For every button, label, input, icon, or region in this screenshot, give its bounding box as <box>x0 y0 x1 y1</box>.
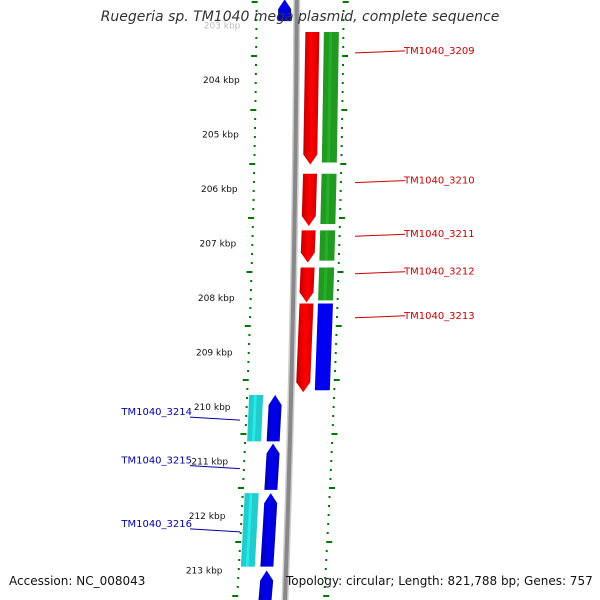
forward-gene-arrow <box>296 303 314 393</box>
gene-label[interactable]: TM1040_3216 <box>120 519 192 530</box>
gene-label[interactable]: TM1040_3212 <box>403 267 475 278</box>
accession-text: Accession: NC_008043 <box>9 574 146 588</box>
gene-features <box>240 0 339 600</box>
label-leader-line <box>189 465 241 470</box>
gene-label[interactable]: TM1040_3215 <box>120 456 192 467</box>
reverse-gene-arrow <box>258 570 274 600</box>
kbp-scale-label: 204 kbp <box>203 76 240 86</box>
forward-gene-arrow <box>299 267 315 303</box>
reverse-gene-arrow <box>260 493 278 567</box>
kbp-scale-label: 203 kbp <box>204 22 241 32</box>
forward-cds-bar <box>319 230 336 261</box>
forward-cds-bar <box>321 32 339 163</box>
kbp-scale-label: 213 kbp <box>186 567 223 577</box>
kbp-scale-label: 207 kbp <box>200 240 237 250</box>
reverse-gene-arrow <box>277 0 292 22</box>
forward-gene-arrow <box>301 173 318 227</box>
gene-label[interactable]: TM1040_3214 <box>120 407 192 418</box>
label-leader-line <box>189 528 241 533</box>
label-leader-line <box>189 416 241 421</box>
forward-cds-bar <box>320 173 337 225</box>
kbp-scale-label: 212 kbp <box>189 512 226 522</box>
reverse-gene-arrow <box>266 395 282 442</box>
topology-summary: Topology: circular; Length: 821,788 bp; … <box>286 574 593 588</box>
gene-labels: TM1040_3209 TM1040_3210 TM1040_3211 TM1040_… <box>120 46 475 533</box>
reverse-gene-arrow <box>264 443 280 490</box>
kbp-scale-label: 205 kbp <box>202 131 239 141</box>
forward-cds-bar <box>318 267 335 301</box>
backbone-line <box>283 0 299 600</box>
label-leader-line <box>354 271 406 275</box>
label-leader-line <box>354 315 406 319</box>
kbp-scale-label: 210 kbp <box>194 403 231 413</box>
kbp-scale-label: 211 kbp <box>191 458 228 468</box>
reverse-cds-bar <box>247 395 264 442</box>
map-title: Ruegeria sp. TM1040 mega plasmid, comple… <box>100 9 500 25</box>
backbone <box>281 0 301 600</box>
forward-cds-bar <box>314 303 333 391</box>
kbp-scale-label: 208 kbp <box>198 294 235 304</box>
forward-gene-arrow <box>300 230 316 263</box>
label-leader-line <box>354 233 406 237</box>
label-leader-line <box>354 180 406 184</box>
reverse-cds-bar <box>240 493 259 567</box>
label-leader-line <box>354 50 406 54</box>
gene-label[interactable]: TM1040_3209 <box>403 46 475 57</box>
gene-label[interactable]: TM1040_3213 <box>403 311 475 322</box>
gene-label[interactable]: TM1040_3211 <box>403 229 475 240</box>
kbp-scale-label: 209 kbp <box>196 349 233 359</box>
kbp-scale-label: 206 kbp <box>201 185 238 195</box>
kbp-scale: 203 kbp 204 kbp 205 kbp 206 kbp 207 kbp 208 k… <box>186 22 241 577</box>
tick-marks <box>232 1 349 597</box>
gene-label[interactable]: TM1040_3210 <box>403 176 475 187</box>
forward-gene-arrow <box>303 32 320 165</box>
